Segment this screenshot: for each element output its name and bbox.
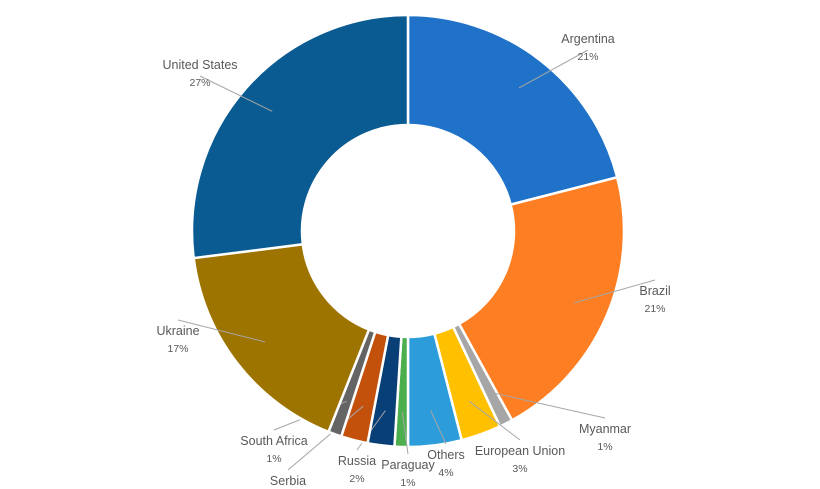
label-value: 27% xyxy=(189,77,211,89)
label-value: 2% xyxy=(349,473,365,485)
label-name: South Africa xyxy=(240,434,308,448)
label-value: 3% xyxy=(512,463,528,475)
leader-line xyxy=(401,411,409,455)
label-name: Myanmar xyxy=(578,422,632,436)
leader-line xyxy=(199,75,273,112)
leader-line xyxy=(518,49,589,89)
label-value: 1% xyxy=(400,477,416,489)
label-value: 17% xyxy=(167,343,189,355)
leader-line xyxy=(430,410,447,445)
data-label: United States 27% xyxy=(162,56,237,92)
data-label: Paraguay 1% xyxy=(381,456,435,489)
label-value: 4% xyxy=(438,467,454,479)
label-value: 1% xyxy=(597,441,613,453)
label-name: European Union xyxy=(474,444,566,458)
label-name: Brazil xyxy=(639,284,671,298)
data-label: European Union 3% xyxy=(475,442,565,478)
leader-line xyxy=(287,405,364,471)
label-name: Serbia xyxy=(269,474,307,488)
data-label: Myanmar 1% xyxy=(579,420,631,456)
data-label: Serbia2% xyxy=(270,472,306,489)
data-label: Argentina 21% xyxy=(561,30,615,66)
label-name: Argentina xyxy=(561,32,615,46)
slice-brazil xyxy=(457,175,626,422)
slice-argentina xyxy=(406,13,619,207)
slice-united-states xyxy=(190,13,410,260)
data-label: South Africa 1% xyxy=(240,432,307,468)
label-name: United States xyxy=(162,58,238,72)
label-value: 21% xyxy=(644,303,666,315)
data-label: Others 4% xyxy=(427,446,465,482)
label-value: 1% xyxy=(266,453,282,465)
slice-ukraine xyxy=(192,242,371,434)
leader-line xyxy=(573,279,656,304)
label-value: 21% xyxy=(577,51,599,63)
leader-line xyxy=(177,319,266,343)
label-name: Ukraine xyxy=(156,324,200,338)
leader-line xyxy=(490,391,606,419)
data-label: Ukraine 17% xyxy=(156,322,199,358)
label-name: Others xyxy=(427,448,465,462)
data-label: Russia 2% xyxy=(338,452,376,488)
leader-line xyxy=(469,400,521,441)
label-name: Russia xyxy=(337,454,377,468)
data-label: Brazil 21% xyxy=(639,282,670,318)
label-name: Paraguay xyxy=(381,458,435,472)
